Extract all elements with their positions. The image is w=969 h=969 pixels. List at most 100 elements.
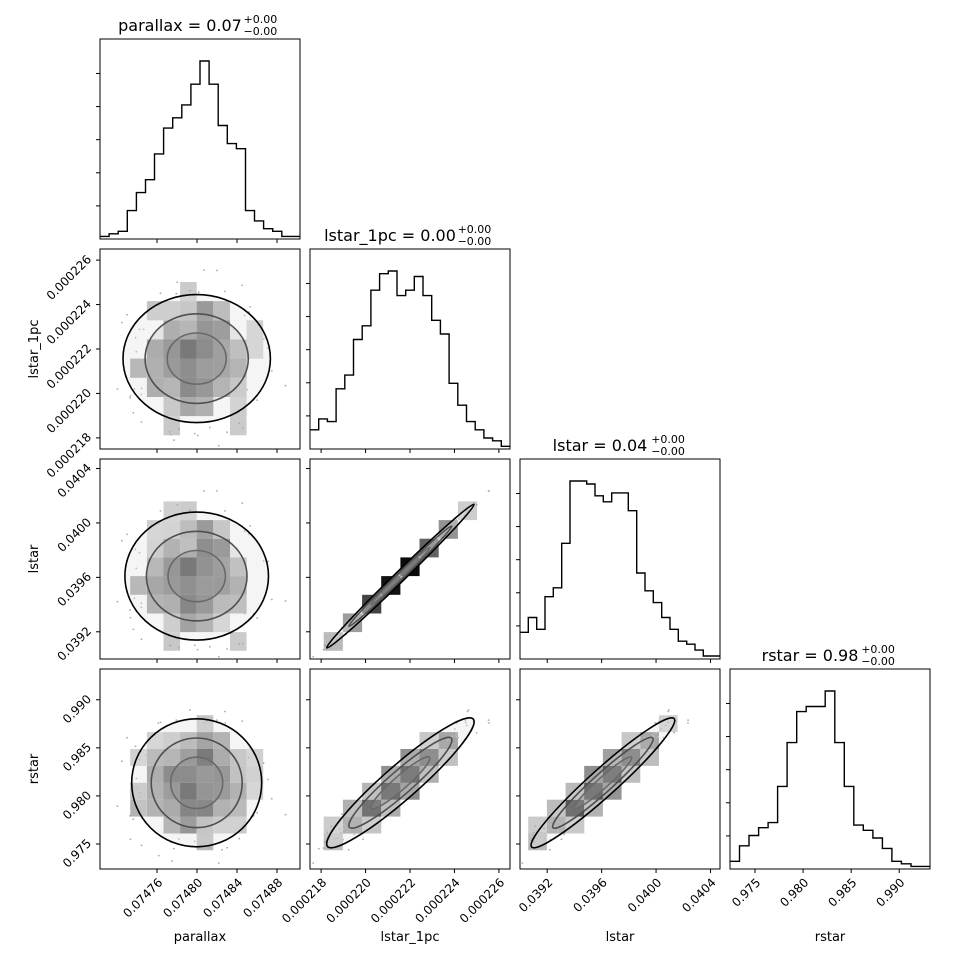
title-lower-error: −0.00 bbox=[651, 445, 685, 458]
density-cell bbox=[146, 377, 164, 397]
sample-point bbox=[361, 829, 364, 832]
sample-point bbox=[453, 728, 456, 730]
sample-point bbox=[451, 735, 454, 737]
density-cell bbox=[213, 799, 230, 817]
density-cell bbox=[213, 320, 230, 340]
sample-point bbox=[488, 722, 490, 724]
sample-point bbox=[238, 643, 241, 646]
sample-point bbox=[487, 490, 490, 492]
sample-point bbox=[467, 709, 470, 711]
sample-point bbox=[323, 644, 326, 647]
density-cell bbox=[230, 576, 247, 595]
sample-point bbox=[133, 388, 136, 391]
contour-level-3 bbox=[124, 511, 270, 641]
sample-point bbox=[560, 838, 563, 841]
density-cell bbox=[163, 320, 181, 340]
density-cell bbox=[362, 782, 382, 800]
density-cell bbox=[438, 749, 458, 766]
sample-point bbox=[543, 837, 546, 839]
contour-level-3 bbox=[325, 503, 475, 649]
density-cell bbox=[130, 358, 147, 378]
sample-point bbox=[138, 328, 141, 331]
sample-point bbox=[140, 808, 143, 810]
density-cell bbox=[246, 765, 264, 783]
sample-point bbox=[134, 336, 137, 339]
panel-background bbox=[310, 249, 510, 449]
sample-point bbox=[312, 655, 315, 658]
sample-point bbox=[540, 831, 543, 834]
density-cell bbox=[419, 732, 439, 749]
density-cell bbox=[213, 520, 230, 539]
ytick-label-lstar: 0.0396 bbox=[55, 570, 95, 610]
sample-point bbox=[138, 365, 141, 368]
density-cell bbox=[213, 557, 230, 577]
sample-point bbox=[176, 281, 179, 284]
sample-point bbox=[157, 722, 160, 724]
density-cell bbox=[163, 396, 181, 417]
density-cell bbox=[180, 613, 197, 633]
density-cell bbox=[213, 594, 230, 614]
sample-point bbox=[129, 616, 132, 619]
sample-point bbox=[226, 846, 229, 849]
sample-point bbox=[662, 736, 665, 739]
density-cell bbox=[196, 799, 214, 817]
sample-point bbox=[457, 736, 460, 739]
histogram-step-rstar bbox=[730, 690, 930, 868]
sample-point bbox=[126, 533, 128, 536]
xtick-label-parallax: 0.07484 bbox=[200, 875, 245, 920]
sample-point bbox=[132, 628, 135, 631]
density-cell bbox=[230, 396, 247, 417]
density-cell bbox=[213, 377, 230, 397]
density-cell bbox=[180, 358, 197, 378]
panel-frame bbox=[519, 458, 721, 660]
yaxis-label-rstar: rstar bbox=[27, 753, 42, 784]
sample-point bbox=[140, 844, 143, 847]
xtick-label-parallax: 0.07488 bbox=[240, 875, 285, 920]
density-cell bbox=[180, 782, 197, 800]
sample-point bbox=[256, 617, 259, 619]
density-cell bbox=[180, 520, 197, 539]
sample-point bbox=[138, 809, 141, 811]
sample-point bbox=[134, 548, 137, 551]
yaxis-label-lstar_1pc: lstar_1pc bbox=[27, 320, 42, 379]
sample-point bbox=[655, 732, 657, 735]
title-upper-error: +0.00 bbox=[458, 223, 492, 236]
density-cell bbox=[196, 339, 214, 359]
density-cell bbox=[163, 613, 181, 633]
sample-point bbox=[193, 840, 196, 843]
sample-point bbox=[349, 828, 351, 831]
density-cell bbox=[163, 732, 181, 749]
panel-lstar-vs-rstar: 0.0392 0.0396 0.0400 0.0404 bbox=[516, 668, 721, 915]
contour-level-2 bbox=[551, 736, 654, 830]
contour-level-1 bbox=[169, 756, 224, 810]
sample-point bbox=[241, 284, 244, 287]
ytick-label-rstar: 0.985 bbox=[60, 740, 94, 774]
sample-point bbox=[116, 600, 119, 603]
sample-point bbox=[132, 411, 135, 414]
sample-point bbox=[452, 522, 455, 525]
sample-point bbox=[347, 628, 350, 630]
density-cell bbox=[146, 301, 164, 321]
sample-point bbox=[549, 848, 551, 851]
sample-point bbox=[138, 758, 141, 761]
xtick-label-rstar: 0.975 bbox=[729, 875, 763, 909]
sample-point bbox=[466, 710, 469, 713]
ytick-label-rstar: 0.975 bbox=[60, 836, 94, 870]
sample-point bbox=[226, 648, 229, 650]
density-cell bbox=[342, 613, 363, 633]
sample-point bbox=[322, 847, 325, 849]
density-cell bbox=[400, 749, 420, 766]
contour-level-1 bbox=[370, 756, 431, 810]
xtick-label-lstar_1pc: 0.000218 bbox=[279, 875, 329, 925]
sample-point bbox=[217, 444, 220, 447]
sample-point bbox=[209, 645, 211, 648]
sample-point bbox=[196, 648, 199, 651]
sample-point bbox=[196, 847, 199, 849]
density-cell bbox=[230, 799, 247, 817]
sample-point bbox=[542, 827, 545, 830]
sample-point bbox=[189, 709, 192, 711]
ytick-label-rstar: 0.990 bbox=[60, 692, 94, 726]
sample-point bbox=[135, 567, 138, 570]
